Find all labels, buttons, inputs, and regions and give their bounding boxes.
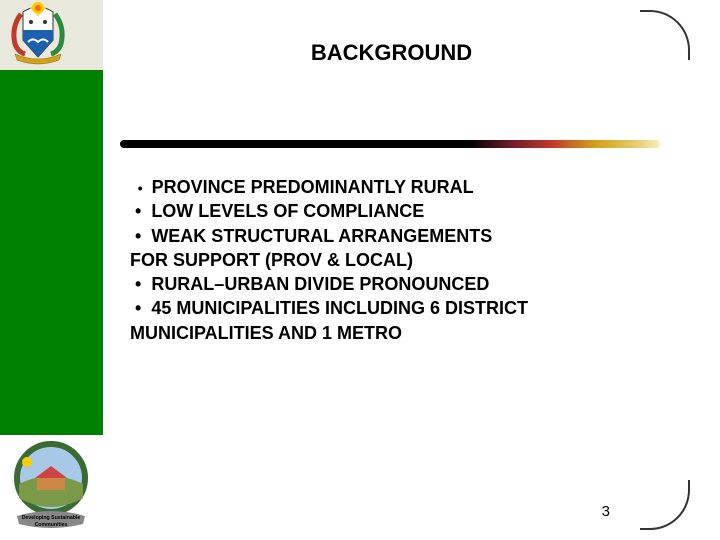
corner-decoration-bottom-right	[640, 480, 690, 530]
body-line: LOW LEVELS OF COMPLIANCE	[146, 201, 424, 221]
body-line: MUNICIPALITIES AND 1 METRO	[130, 321, 650, 345]
logo-caption-top: Developing Sustainable	[22, 515, 81, 521]
page-number: 3	[602, 503, 610, 520]
sustainable-communities-logo-icon: Developing Sustainable Communities	[9, 438, 94, 533]
slide-title: BACKGROUND	[103, 40, 680, 66]
logo-caption-bottom: Communities	[35, 522, 68, 528]
body-line: 45 MUNICIPALITIES INCLUDING 6 DISTRICT	[146, 298, 528, 318]
body-line: RURAL–URBAN DIVIDE PRONOUNCED	[146, 274, 489, 294]
slide-body: • PROVINCE PREDOMINANTLY RURAL • LOW LEV…	[130, 175, 650, 345]
gradient-divider-bar	[120, 140, 660, 148]
body-line: PROVINCE PREDOMINANTLY RURAL	[147, 177, 474, 197]
body-line: FOR SUPPORT (PROV & LOCAL)	[130, 248, 650, 272]
coat-of-arms-icon	[3, 2, 73, 67]
body-line: WEAK STRUCTURAL ARRANGEMENTS	[146, 226, 492, 246]
